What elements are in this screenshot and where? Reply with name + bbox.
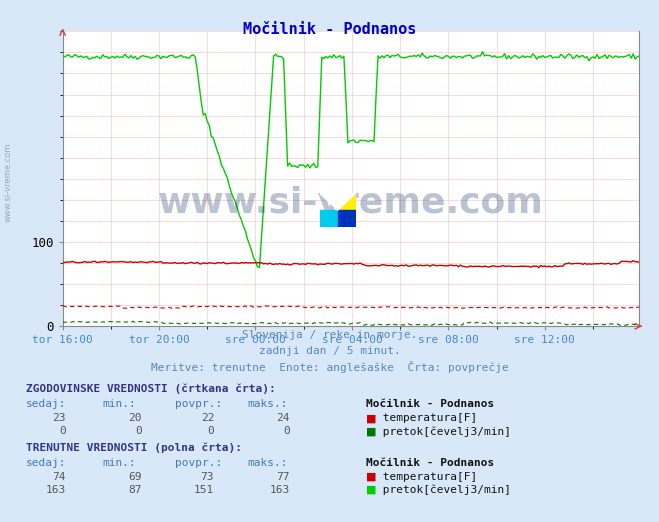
Text: zadnji dan / 5 minut.: zadnji dan / 5 minut. <box>258 346 401 355</box>
Text: 151: 151 <box>194 485 214 495</box>
Text: 0: 0 <box>135 426 142 436</box>
Text: povpr.:: povpr.: <box>175 458 222 468</box>
Text: 22: 22 <box>201 413 214 423</box>
Text: www.si-vreme.com: www.si-vreme.com <box>4 143 13 222</box>
Text: 74: 74 <box>53 472 66 482</box>
Text: 0: 0 <box>59 426 66 436</box>
Text: ■: ■ <box>366 413 376 423</box>
Text: 23: 23 <box>53 413 66 423</box>
Text: TRENUTNE VREDNOSTI (polna črta):: TRENUTNE VREDNOSTI (polna črta): <box>26 442 243 453</box>
Text: maks.:: maks.: <box>247 399 287 409</box>
Text: Močilnik - Podnanos: Močilnik - Podnanos <box>366 399 494 409</box>
Text: 20: 20 <box>129 413 142 423</box>
Text: Močilnik - Podnanos: Močilnik - Podnanos <box>243 22 416 37</box>
Bar <box>338 193 356 210</box>
Text: ■: ■ <box>366 485 376 495</box>
Text: 0: 0 <box>283 426 290 436</box>
Text: Močilnik - Podnanos: Močilnik - Podnanos <box>366 458 494 468</box>
Text: Meritve: trenutne  Enote: anglešaške  Črta: povprečje: Meritve: trenutne Enote: anglešaške Črta… <box>151 361 508 373</box>
Text: pretok[čevelj3/min]: pretok[čevelj3/min] <box>376 426 511 437</box>
Text: ZGODOVINSKE VREDNOSTI (črtkana črta):: ZGODOVINSKE VREDNOSTI (črtkana črta): <box>26 384 276 394</box>
Text: 77: 77 <box>277 472 290 482</box>
Text: maks.:: maks.: <box>247 458 287 468</box>
Text: 24: 24 <box>277 413 290 423</box>
Text: 163: 163 <box>45 485 66 495</box>
Polygon shape <box>320 193 356 210</box>
Text: pretok[čevelj3/min]: pretok[čevelj3/min] <box>376 485 511 495</box>
Text: ■: ■ <box>366 426 376 436</box>
Text: 87: 87 <box>129 485 142 495</box>
Text: temperatura[F]: temperatura[F] <box>376 472 477 482</box>
Text: min.:: min.: <box>102 399 136 409</box>
Text: 73: 73 <box>201 472 214 482</box>
Text: www.si-vreme.com: www.si-vreme.com <box>158 185 544 219</box>
Text: ■: ■ <box>366 472 376 482</box>
Text: 69: 69 <box>129 472 142 482</box>
Text: min.:: min.: <box>102 458 136 468</box>
Text: Slovenija / reke in morje.: Slovenija / reke in morje. <box>242 330 417 340</box>
Text: sedaj:: sedaj: <box>26 399 67 409</box>
Bar <box>338 210 356 227</box>
Bar <box>320 210 338 227</box>
Text: povpr.:: povpr.: <box>175 399 222 409</box>
Text: sedaj:: sedaj: <box>26 458 67 468</box>
Text: 0: 0 <box>208 426 214 436</box>
Text: temperatura[F]: temperatura[F] <box>376 413 477 423</box>
Text: 163: 163 <box>270 485 290 495</box>
